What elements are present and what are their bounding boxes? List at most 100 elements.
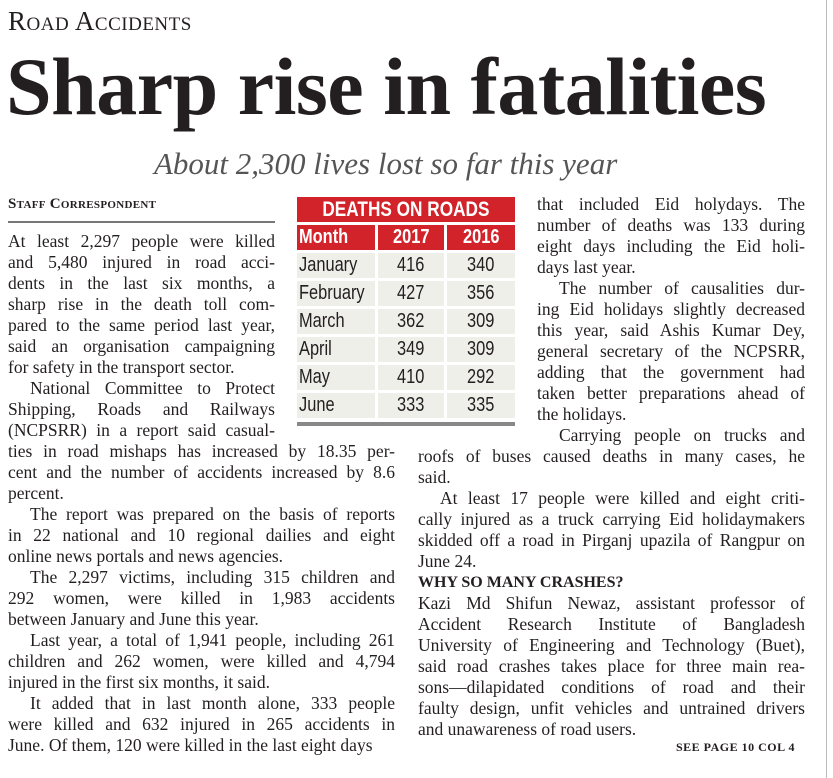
- article-line: National Committee to Protect: [30, 378, 275, 398]
- article-line: between January and June this year.: [8, 609, 259, 629]
- article-line: roofs of buses caused deaths in many cas…: [418, 446, 805, 466]
- article-line: The 2,297 victims, including 315 childre…: [30, 567, 395, 587]
- table-title-text: DEATHS ON ROADS: [322, 198, 490, 221]
- cell-text: 410: [397, 366, 425, 388]
- article-line: Accident Research Institute of Banglades…: [418, 614, 805, 634]
- table-row: February 427 356: [297, 281, 515, 306]
- header-cell: 2017: [378, 225, 444, 250]
- table-row: June 333 335: [297, 393, 515, 418]
- article-line: June 24.: [418, 551, 477, 571]
- article-line: injured in the first six months, it said…: [8, 672, 270, 692]
- table-cell: 309: [447, 309, 515, 334]
- article-line: faulty design, unfit vehicles and untrai…: [418, 698, 805, 718]
- cell-text: January: [299, 254, 358, 276]
- cell-text: February: [299, 282, 365, 304]
- article-line: ing Eid holidays slightly decreased: [537, 299, 805, 319]
- cell-text: June: [299, 394, 335, 416]
- article-line: skidded off a road in Pirganj upazila of…: [418, 530, 805, 550]
- table-cell: June: [297, 393, 375, 418]
- table-body: January 416 340 February 427 356 March 362 309 Ap…: [297, 253, 515, 418]
- article-line: for safety in the transport sector.: [8, 357, 235, 377]
- table-cell: 292: [447, 365, 515, 390]
- article-line: Last year, a total of 1,941 people, incl…: [30, 630, 395, 650]
- cell-text: 309: [467, 310, 495, 332]
- header-2016: 2016: [462, 226, 500, 248]
- table-row: March 362 309: [297, 309, 515, 334]
- article-line: dents in the last six months, a: [8, 273, 275, 293]
- table-cell: 335: [447, 393, 515, 418]
- cell-text: 340: [467, 254, 495, 276]
- article-line: At least 2,297 people were killed: [8, 231, 275, 251]
- article-line: The report was prepared on the basis of …: [30, 504, 395, 524]
- headline: Sharp rise in fatalities: [6, 41, 767, 132]
- table-cell: 309: [447, 337, 515, 362]
- table-cell: May: [297, 365, 375, 390]
- table-cell: 416: [378, 253, 444, 278]
- article-line: this year, said Ashis Kumar Dey,: [537, 320, 805, 340]
- cell-text: 427: [397, 282, 425, 304]
- table-cell: 362: [378, 309, 444, 334]
- table-row: April 349 309: [297, 337, 515, 362]
- article-line: University of Engineering and Technology…: [418, 635, 805, 655]
- article-line: general secretary of the NCPSRR,: [537, 341, 805, 361]
- article-line: sons—dilapidated conditions of road and …: [418, 677, 805, 697]
- table-bottom-rule: [297, 422, 515, 426]
- deaths-on-roads-table: DEATHS ON ROADS Month 2017 2016 January 4…: [297, 197, 515, 426]
- table-cell: 349: [378, 337, 444, 362]
- article-line: children and 262 women, were killed and …: [8, 651, 395, 671]
- cell-text: 416: [397, 254, 425, 276]
- subheading: WHY SO MANY CRASHES?: [418, 574, 624, 591]
- article-line: number of deaths was 133 during: [537, 215, 805, 235]
- article-line: It added that in last month alone, 333 p…: [30, 693, 395, 713]
- article-line: Carrying people on trucks and: [559, 425, 805, 445]
- cell-text: 309: [467, 338, 495, 360]
- section-kicker: Road Accidents: [8, 6, 192, 36]
- byline-divider: [8, 221, 275, 223]
- table-cell: 340: [447, 253, 515, 278]
- table-cell: 333: [378, 393, 444, 418]
- article-line: the holidays.: [537, 404, 627, 424]
- article-line: said.: [418, 467, 451, 487]
- article-line: 292 women, were killed in 1,983 accident…: [8, 588, 395, 608]
- article-line: cally injured as a truck carrying Eid ho…: [418, 509, 805, 529]
- table-header-row: Month 2017 2016: [297, 225, 515, 250]
- cell-text: 362: [397, 310, 425, 332]
- table-title: DEATHS ON ROADS: [297, 197, 515, 222]
- cell-text: 356: [467, 282, 495, 304]
- article-line: said an organisation campaigning: [8, 336, 275, 356]
- article-line: taken better preparations ahead of: [537, 383, 805, 403]
- cell-text: 335: [467, 394, 495, 416]
- header-month: Month: [299, 226, 349, 248]
- article-line: The number of causalities dur-: [559, 278, 805, 298]
- article-line: sharp rise in the death toll com-: [8, 294, 275, 314]
- cell-text: 349: [397, 338, 425, 360]
- article-line: ties in road mishaps has increased by 18…: [8, 441, 395, 461]
- header-cell: 2016: [447, 225, 515, 250]
- page-edge: [826, 0, 827, 778]
- article-line: Shipping, Roads and Railways: [8, 399, 275, 419]
- header-2017: 2017: [392, 226, 430, 248]
- table-cell: January: [297, 253, 375, 278]
- article-line: percent.: [8, 483, 64, 503]
- article-line: and 5,480 injured in road acci-: [8, 252, 275, 272]
- cell-text: 292: [467, 366, 495, 388]
- continuation-note: SEE PAGE 10 COL 4: [676, 740, 795, 754]
- article-line: in 22 national and 10 regional dailies a…: [8, 525, 395, 545]
- article-line: that included Eid holydays. The: [537, 194, 805, 214]
- byline: Staff Correspondent: [8, 196, 157, 212]
- header-cell: Month: [297, 225, 375, 250]
- article-line: (NCPSRR) in a report said casual-: [8, 420, 275, 440]
- table-row: January 416 340: [297, 253, 515, 278]
- article-line: were killed and 632 injured in 265 accid…: [8, 714, 395, 734]
- article-line: adding that the government had: [537, 362, 805, 382]
- table-cell: March: [297, 309, 375, 334]
- table-cell: 410: [378, 365, 444, 390]
- article-line: Kazi Md Shifun Newaz, assistant professo…: [418, 593, 805, 613]
- article-line: said road crashes takes place for three …: [418, 656, 805, 676]
- table-cell: February: [297, 281, 375, 306]
- table-row: May 410 292: [297, 365, 515, 390]
- table-cell: April: [297, 337, 375, 362]
- article-line: June. Of them, 120 were killed in the la…: [8, 735, 373, 755]
- table-cell: 356: [447, 281, 515, 306]
